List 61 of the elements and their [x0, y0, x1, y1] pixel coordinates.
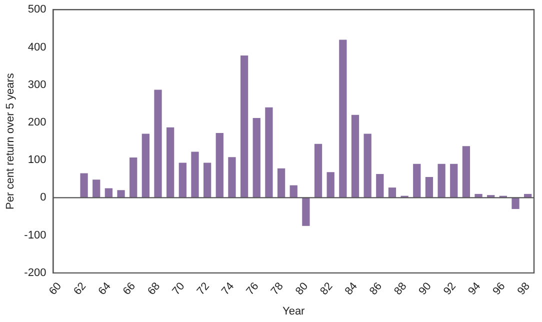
bar — [277, 168, 286, 198]
bar — [252, 118, 260, 198]
x-tick-label: 94 — [466, 280, 484, 298]
y-tick-label: 100 — [28, 154, 46, 166]
bar — [326, 172, 334, 198]
x-tick-label: 98 — [515, 280, 532, 298]
y-tick-label: 400 — [28, 41, 46, 54]
x-tick-label: 62 — [72, 280, 89, 298]
bar — [425, 177, 434, 198]
bar — [166, 127, 174, 198]
x-axis-title: Year — [282, 305, 306, 318]
bar — [178, 162, 186, 198]
bar — [438, 164, 446, 198]
x-tick-label: 78 — [268, 280, 286, 298]
y-tick-label: 500 — [28, 4, 46, 16]
bar — [351, 114, 360, 198]
y-tick-label: 200 — [28, 116, 46, 128]
bar — [339, 40, 347, 198]
bar — [216, 132, 224, 198]
y-tick-label: 0 — [40, 192, 46, 204]
bar — [92, 180, 100, 198]
bar — [290, 185, 298, 198]
y-axis-title: Per cent return over 5 years — [4, 72, 17, 210]
bar — [314, 144, 322, 198]
x-tick-label: 64 — [96, 280, 114, 298]
bar — [191, 152, 199, 198]
x-tick-label: 92 — [441, 280, 458, 298]
y-tick-label: -200 — [24, 266, 46, 279]
bar — [376, 174, 384, 198]
x-tick-label: 70 — [170, 280, 188, 298]
bar — [203, 162, 212, 198]
x-tick-label: 68 — [146, 280, 163, 298]
x-tick-label: 86 — [367, 280, 385, 298]
bar — [413, 164, 421, 198]
x-tick-label: 76 — [244, 280, 262, 298]
bar — [228, 157, 236, 198]
y-tick-label: 300 — [28, 78, 46, 91]
x-tick-label: 80 — [293, 280, 311, 298]
x-tick-label: 74 — [220, 280, 237, 298]
bar — [388, 188, 396, 198]
bar — [80, 173, 88, 198]
bar — [154, 90, 162, 198]
bar — [512, 198, 520, 209]
bar — [450, 164, 458, 198]
x-tick-label: 72 — [194, 280, 212, 298]
bar — [265, 107, 273, 198]
y-tick-label: -100 — [24, 229, 46, 242]
bar — [462, 146, 470, 198]
x-tick-label: 96 — [490, 280, 508, 298]
x-tick-label: 60 — [46, 280, 64, 298]
x-tick-label: 90 — [416, 280, 434, 298]
bar — [302, 198, 310, 226]
bar — [364, 134, 372, 198]
bar — [142, 134, 150, 198]
x-tick-label: 84 — [342, 280, 360, 298]
bar — [240, 55, 248, 198]
bar — [130, 157, 138, 198]
x-tick-label: 88 — [392, 280, 410, 298]
bar — [117, 190, 125, 198]
x-tick-label: 82 — [318, 280, 336, 298]
x-tick-label: 66 — [120, 280, 138, 298]
